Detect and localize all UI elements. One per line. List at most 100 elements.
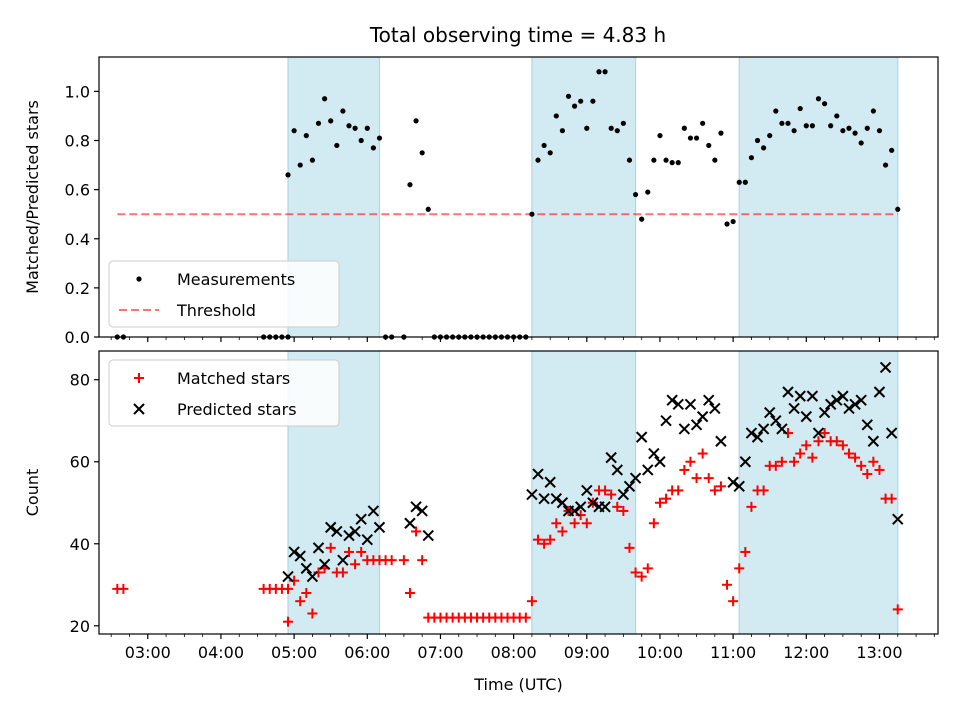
predicted-star-point bbox=[788, 402, 800, 415]
predicted-star-point bbox=[306, 570, 319, 583]
predicted-mark-b bbox=[294, 550, 306, 562]
predicted-mark-b bbox=[587, 497, 599, 509]
measurement-point bbox=[297, 162, 303, 168]
matched-star-point bbox=[350, 559, 361, 570]
predicted-mark-b bbox=[776, 423, 788, 435]
measurement-point bbox=[809, 123, 815, 129]
measurement-point bbox=[309, 157, 316, 163]
predicted-mark-b bbox=[782, 386, 794, 398]
predicted-mark-b bbox=[666, 394, 678, 406]
measurement-point bbox=[590, 98, 596, 104]
measurement-point bbox=[882, 162, 889, 168]
predicted-mark-b bbox=[684, 398, 697, 411]
matched-star-point bbox=[673, 485, 684, 496]
measurement-point bbox=[840, 128, 846, 134]
predicted-star-point bbox=[843, 402, 855, 415]
predicted-mark-b bbox=[422, 529, 434, 542]
matched-star-point bbox=[630, 567, 641, 578]
predicted-star-point bbox=[751, 431, 764, 443]
predicted-star-point bbox=[343, 529, 355, 542]
predicted-mark-b bbox=[770, 415, 782, 427]
matched-star-point bbox=[862, 469, 873, 480]
predicted-mark-b bbox=[849, 398, 861, 411]
matched-star-point bbox=[703, 473, 714, 484]
matched-star-point bbox=[411, 526, 422, 537]
x-tick-label: 11:00 bbox=[710, 643, 756, 662]
measurement-point bbox=[608, 125, 614, 131]
predicted-mark-b bbox=[605, 451, 617, 464]
x-tick-label: 07:00 bbox=[417, 643, 463, 662]
predicted-mark-b bbox=[318, 558, 331, 570]
measurement-point bbox=[614, 128, 620, 134]
top-y-tick-label: 1.0 bbox=[65, 82, 90, 101]
measurement-point bbox=[889, 147, 895, 153]
matched-star-point bbox=[642, 563, 653, 574]
measurement-point bbox=[767, 132, 773, 139]
top-y-tick-label: 0.0 bbox=[65, 328, 90, 347]
predicted-mark-b bbox=[879, 361, 892, 374]
matched-star-point bbox=[301, 587, 312, 598]
predicted-mark-b bbox=[733, 480, 745, 493]
top-panel: 0.0 0.2 0.4 0.6 0.8 1.0 Matched/Predicted star… bbox=[23, 56, 939, 347]
predicted-star-point bbox=[873, 386, 886, 398]
matched-star-point bbox=[283, 616, 294, 627]
predicted-star-point bbox=[337, 554, 349, 566]
matched-star-point bbox=[679, 464, 690, 475]
predicted-star-point bbox=[629, 472, 642, 484]
predicted-star-point bbox=[885, 427, 898, 439]
measurement-point bbox=[578, 98, 584, 104]
matched-star-point bbox=[654, 497, 665, 508]
predicted-mark-b bbox=[654, 456, 666, 468]
predicted-mark-b bbox=[288, 546, 300, 558]
predicted-mark-b bbox=[532, 468, 544, 480]
matched-star-point bbox=[685, 456, 696, 467]
top-y-tick-label: 0.2 bbox=[65, 279, 90, 298]
x-tick-label: 05:00 bbox=[271, 643, 317, 662]
predicted-mark-b bbox=[343, 529, 355, 542]
bottom-y-tick-label: 60 bbox=[70, 453, 90, 472]
predicted-mark-b bbox=[635, 431, 648, 443]
measurement-point bbox=[291, 128, 297, 134]
predicted-mark-b bbox=[818, 406, 831, 419]
matched-star-point bbox=[618, 505, 629, 516]
predicted-mark-b bbox=[581, 484, 593, 497]
predicted-star-point bbox=[349, 525, 361, 538]
matched-star-point bbox=[624, 542, 635, 553]
measurement-point bbox=[669, 160, 675, 166]
measurement-point bbox=[736, 179, 742, 185]
measurement-point bbox=[559, 128, 566, 134]
predicted-star-point bbox=[556, 497, 569, 509]
predicted-mark-b bbox=[300, 562, 313, 575]
bottom-y-axis-label: Count bbox=[23, 469, 42, 517]
predicted-mark-b bbox=[331, 525, 343, 538]
matched-star-point bbox=[874, 464, 885, 475]
measurement-point bbox=[425, 206, 431, 212]
predicted-star-point bbox=[404, 517, 416, 529]
matched-star-point bbox=[831, 436, 842, 447]
predicted-mark-b bbox=[672, 398, 684, 411]
matched-star-point bbox=[557, 526, 568, 537]
predicted-star-point bbox=[355, 513, 367, 525]
predicted-mark-b bbox=[745, 427, 758, 439]
measurement-point bbox=[340, 108, 346, 114]
predicted-mark-b bbox=[416, 505, 428, 517]
measurement-point bbox=[334, 142, 340, 149]
predicted-star-point bbox=[532, 468, 544, 480]
bottom-y-tick-label: 20 bbox=[70, 617, 90, 636]
top-observing-span bbox=[739, 57, 898, 337]
predicted-star-point bbox=[331, 525, 343, 538]
predicted-star-point bbox=[599, 501, 611, 513]
matched-star-point bbox=[283, 583, 294, 594]
matched-star-point bbox=[843, 448, 854, 459]
figure-title: Total observing time = 4.83 h bbox=[369, 23, 666, 47]
predicted-mark-b bbox=[599, 501, 611, 513]
measurement-point bbox=[773, 108, 779, 114]
measurement-point bbox=[681, 125, 687, 131]
predicted-mark-b bbox=[727, 476, 739, 488]
predicted-mark-b bbox=[715, 435, 727, 447]
measurement-point bbox=[584, 125, 590, 131]
measurement-point bbox=[712, 157, 718, 163]
measurement-point bbox=[864, 125, 870, 131]
bottom-axes-frame bbox=[98, 350, 939, 635]
measurement-point bbox=[565, 93, 572, 99]
